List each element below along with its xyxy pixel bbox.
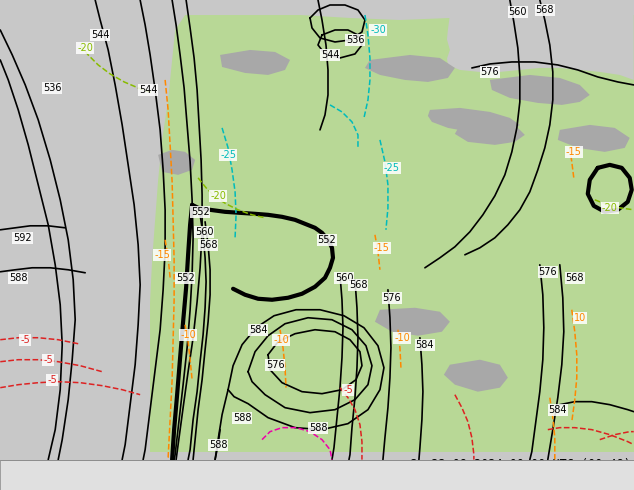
Polygon shape — [444, 360, 508, 392]
Text: -15: -15 — [374, 243, 390, 253]
Text: -25: -25 — [220, 150, 236, 160]
Text: 560: 560 — [508, 7, 527, 17]
Text: 588: 588 — [209, 440, 228, 450]
Text: -5: -5 — [43, 355, 53, 365]
Polygon shape — [0, 0, 175, 452]
Text: -10: -10 — [180, 330, 196, 340]
Polygon shape — [220, 50, 290, 75]
Polygon shape — [0, 0, 634, 20]
Text: -15: -15 — [566, 147, 582, 157]
Text: -20: -20 — [602, 203, 618, 213]
Text: 576: 576 — [481, 67, 499, 77]
Text: -5: -5 — [20, 335, 30, 345]
Text: -5: -5 — [343, 385, 353, 394]
Polygon shape — [150, 15, 634, 452]
Polygon shape — [490, 75, 590, 105]
Text: 544: 544 — [321, 50, 339, 60]
Text: 584: 584 — [249, 325, 268, 335]
Text: 560: 560 — [335, 273, 353, 283]
Text: 576: 576 — [383, 293, 401, 303]
Text: -10: -10 — [273, 335, 289, 345]
Text: -20: -20 — [77, 43, 93, 53]
Text: -20: -20 — [210, 191, 226, 201]
Text: -15: -15 — [154, 250, 170, 260]
Text: 588: 588 — [233, 413, 251, 423]
Text: 568: 568 — [536, 5, 554, 15]
Text: 568: 568 — [566, 273, 584, 283]
Text: 10: 10 — [574, 313, 586, 323]
Text: 576: 576 — [266, 360, 284, 369]
Polygon shape — [192, 22, 450, 72]
Polygon shape — [446, 0, 634, 80]
Text: 560: 560 — [195, 227, 214, 237]
Polygon shape — [158, 150, 195, 175]
Polygon shape — [558, 125, 630, 152]
Text: 592: 592 — [13, 233, 32, 243]
Text: 584: 584 — [548, 405, 567, 415]
Text: 584: 584 — [416, 340, 434, 350]
Text: 544: 544 — [139, 85, 157, 95]
Text: 588: 588 — [9, 273, 27, 283]
Text: 552: 552 — [318, 235, 337, 245]
Text: Height/Temp. 500 hPa [hPa] NAM: Height/Temp. 500 hPa [hPa] NAM — [3, 465, 217, 478]
Polygon shape — [0, 0, 185, 452]
Polygon shape — [365, 55, 455, 82]
Text: 568: 568 — [349, 280, 367, 290]
Text: 552: 552 — [191, 207, 209, 217]
Text: -25: -25 — [384, 163, 400, 173]
Text: 576: 576 — [538, 267, 557, 277]
Polygon shape — [428, 108, 520, 135]
Text: 588: 588 — [309, 423, 327, 433]
Text: 544: 544 — [91, 30, 110, 40]
Text: Su 22-09-2024 00:00 UTC (00+48): Su 22-09-2024 00:00 UTC (00+48) — [410, 458, 631, 471]
Text: 536: 536 — [43, 83, 61, 93]
Text: © weatheronline.co.uk: © weatheronline.co.uk — [489, 476, 631, 486]
Text: 536: 536 — [346, 35, 364, 45]
Text: 568: 568 — [199, 240, 217, 250]
Text: 552: 552 — [176, 273, 195, 283]
Polygon shape — [455, 120, 525, 145]
Text: -30: -30 — [370, 25, 386, 35]
Text: -10: -10 — [394, 333, 410, 343]
Text: -5: -5 — [48, 375, 57, 385]
Polygon shape — [375, 308, 450, 336]
